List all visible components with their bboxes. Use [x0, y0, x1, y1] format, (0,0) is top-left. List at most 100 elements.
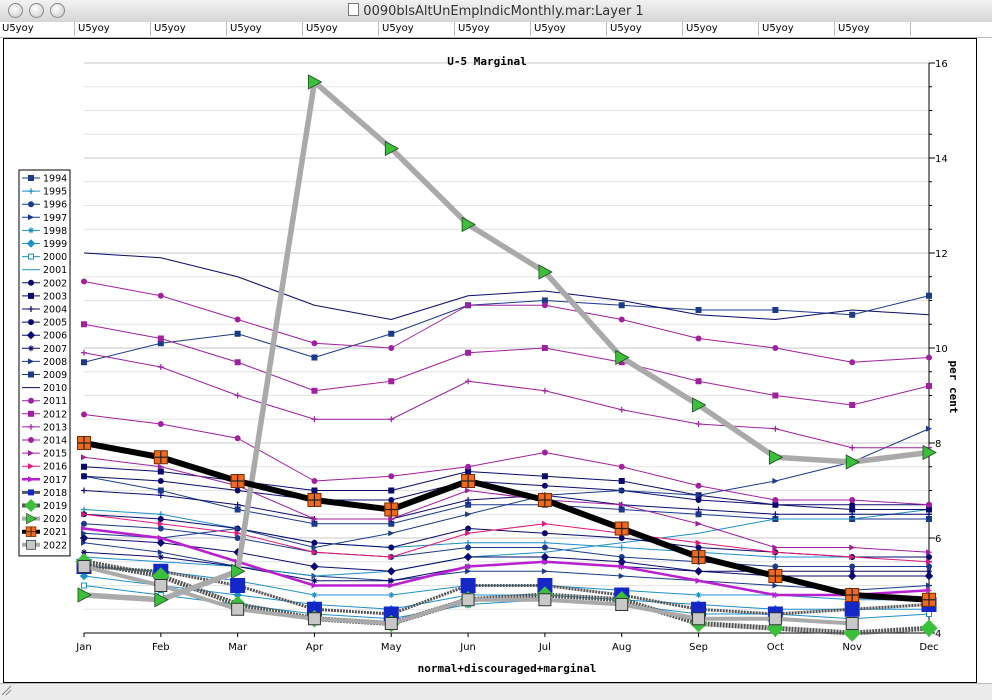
legend-symbol [26, 512, 37, 525]
legend-symbol [28, 358, 34, 365]
legend-label: 1996 [43, 200, 67, 211]
data-point [81, 463, 87, 470]
tab-u5yoy[interactable]: U5yoy [608, 22, 683, 36]
series-line [83, 565, 930, 616]
data-point [77, 560, 91, 573]
data-point [922, 444, 937, 461]
legend-label: 2004 [43, 305, 67, 316]
data-point [461, 216, 476, 233]
legend-symbol [28, 397, 34, 404]
data-point [388, 592, 395, 598]
data-point [695, 378, 702, 385]
legend-symbol [24, 498, 38, 513]
data-point [845, 617, 859, 630]
tab-u5yoy[interactable]: U5yoy [304, 22, 379, 36]
data-point [26, 330, 36, 340]
data-point [81, 487, 87, 494]
legend-label: 2020 [43, 514, 67, 525]
data-point [234, 501, 241, 508]
data-point [618, 463, 625, 470]
resize-grip-icon[interactable] [0, 684, 12, 696]
data-point [692, 612, 706, 626]
data-point-cross [385, 503, 398, 516]
series-line [83, 585, 930, 620]
series-line [83, 414, 930, 506]
series-line [83, 456, 930, 553]
data-point [388, 497, 395, 503]
series-line [83, 575, 929, 610]
x-tick-label: Jul [538, 642, 551, 653]
data-point [926, 354, 932, 361]
tab-u5yoy[interactable]: U5yoy [684, 22, 759, 36]
data-point [926, 582, 932, 589]
minimize-window-button[interactable] [29, 3, 44, 18]
series-line [83, 509, 929, 558]
legend: 1994 1995 1996 1997 1998 1999 2000 2001 2002 2003… [18, 169, 71, 557]
legend-label: 1997 [43, 213, 67, 224]
data-point [618, 478, 625, 484]
legend-symbol [28, 489, 34, 496]
data-point [81, 454, 87, 461]
legend-symbol [25, 526, 37, 537]
data-point [81, 511, 87, 518]
legend-symbol [26, 239, 36, 248]
series-2012 [81, 321, 932, 408]
data-point [28, 489, 34, 496]
data-point [695, 492, 702, 499]
y-tick-label: 10 [935, 344, 948, 355]
data-point [465, 511, 472, 518]
tab-u5yoy[interactable]: U5yoy [380, 22, 455, 36]
tab-u5yoy[interactable]: U5yoy [152, 22, 227, 36]
tab-u5yoy[interactable]: U5yoy [532, 22, 607, 36]
data-point [541, 345, 548, 351]
data-point [465, 378, 472, 385]
series-line [83, 475, 929, 506]
zoom-window-button[interactable] [50, 3, 65, 18]
tab-u5yoy[interactable]: U5yoy [0, 22, 75, 36]
data-point [157, 520, 164, 527]
data-point [615, 598, 629, 611]
legend-symbol-scaled [26, 539, 36, 550]
data-point [28, 463, 34, 470]
legend-label: 2017 [43, 475, 67, 486]
data-point [465, 544, 472, 551]
data-point-cross [462, 475, 475, 487]
data-point-cross [692, 551, 705, 563]
data-point [28, 423, 34, 430]
legend-label: 2007 [43, 344, 67, 355]
legend-label: 2022 [43, 540, 67, 551]
tab-u5yoy[interactable]: U5yoy [836, 22, 911, 36]
data-point [926, 568, 932, 575]
data-point [28, 188, 34, 195]
data-point [311, 582, 318, 589]
y-tick-label: 12 [935, 249, 948, 260]
data-point [28, 397, 34, 404]
series-line [83, 537, 929, 577]
tab-u5yoy[interactable]: U5yoy [760, 22, 835, 36]
data-point [926, 587, 932, 594]
data-point [541, 482, 548, 489]
series-line [83, 252, 930, 320]
data-point-cross [308, 494, 321, 506]
data-point [538, 264, 553, 280]
tab-u5yoy[interactable]: U5yoy [456, 22, 531, 36]
data-point [28, 319, 34, 326]
data-point [465, 530, 472, 537]
data-point [311, 577, 318, 584]
data-point [157, 478, 164, 484]
x-tick-label: May [381, 642, 402, 653]
close-window-button[interactable] [8, 3, 23, 18]
tab-u5yoy[interactable]: U5yoy [228, 22, 303, 36]
data-point [618, 487, 625, 494]
data-point [847, 571, 857, 581]
legend-symbol [28, 437, 34, 443]
data-point [465, 497, 472, 503]
series-line [83, 295, 930, 363]
y-tick-label: 8 [935, 439, 941, 450]
data-point [849, 554, 856, 560]
tab-u5yoy[interactable]: U5yoy [76, 22, 151, 36]
legend-symbol [28, 319, 34, 326]
data-point [849, 402, 856, 408]
data-point [311, 487, 318, 494]
